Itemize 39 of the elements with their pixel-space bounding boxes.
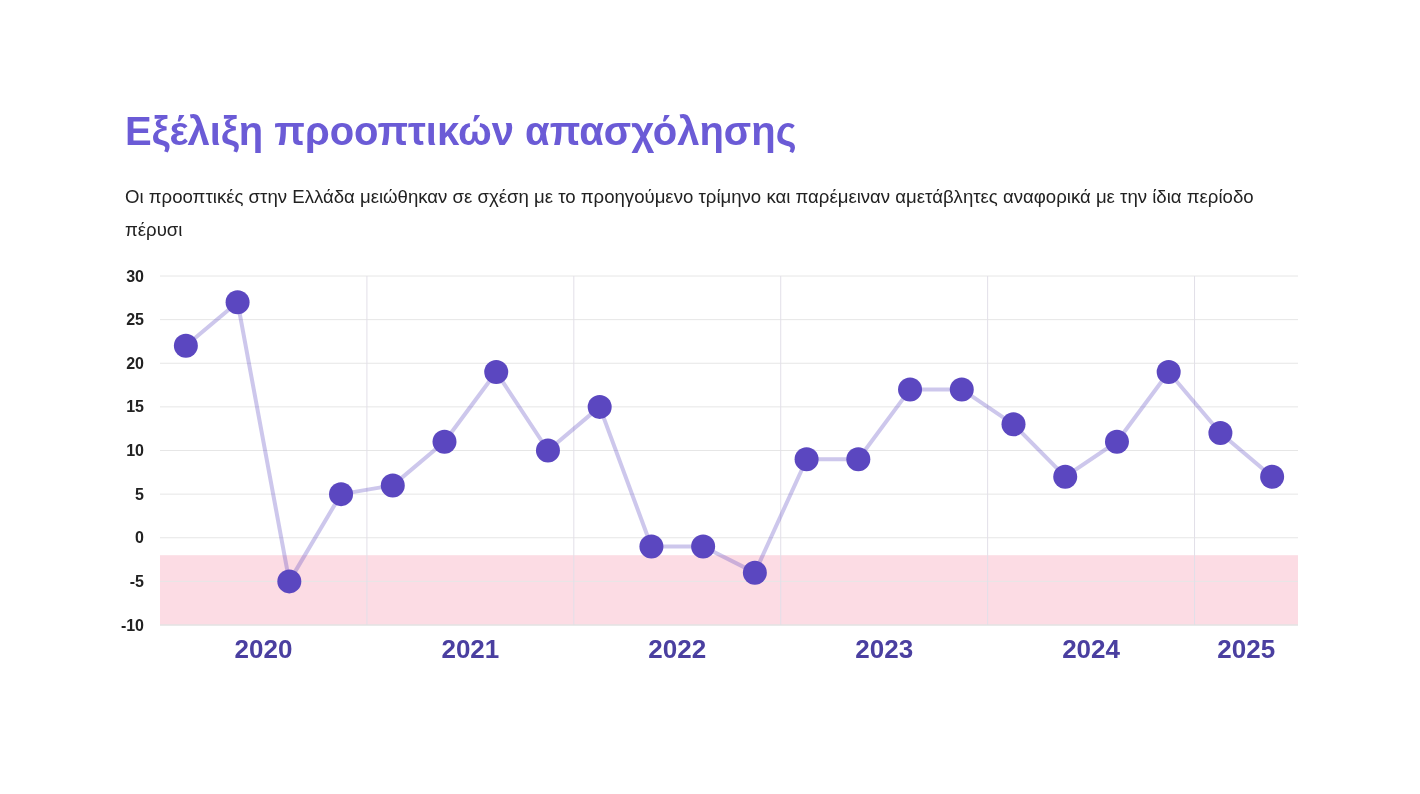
point xyxy=(742,560,767,585)
point xyxy=(432,429,457,454)
y-tick-label: 20 xyxy=(126,354,145,372)
point xyxy=(587,394,612,419)
point xyxy=(329,482,354,507)
y-tick-label: 25 xyxy=(126,311,145,329)
point xyxy=(1260,464,1285,489)
point xyxy=(484,359,509,384)
point xyxy=(225,290,250,315)
point xyxy=(949,377,974,402)
point xyxy=(535,438,560,463)
point xyxy=(277,569,302,594)
chart-title: Εξέλιξη προοπτικών απασχόλησης xyxy=(125,108,798,155)
point xyxy=(691,534,716,559)
point xyxy=(1104,429,1129,454)
point xyxy=(794,447,819,472)
point xyxy=(846,447,871,472)
point xyxy=(173,333,198,358)
point xyxy=(639,534,664,559)
y-tick-label: 5 xyxy=(135,485,145,503)
y-tick-label: 15 xyxy=(126,398,145,416)
x-tick-label: 2023 xyxy=(855,634,914,664)
x-tick-label: 2021 xyxy=(441,634,500,664)
y-tick-label: -10 xyxy=(120,616,145,634)
point xyxy=(380,473,405,498)
x-tick-label: 2020 xyxy=(234,634,293,664)
y-tick-label: 10 xyxy=(126,442,145,460)
x-tick-label: 2025 xyxy=(1217,634,1276,664)
point xyxy=(1001,412,1026,437)
point xyxy=(1208,421,1233,446)
y-tick-label: 30 xyxy=(126,267,145,285)
x-tick-label: 2024 xyxy=(1062,634,1121,664)
y-tick-label: 0 xyxy=(135,529,145,547)
x-tick-label: 2022 xyxy=(648,634,707,664)
chart-subtitle: Οι προοπτικές στην Ελλάδα μειώθηκαν σε σχέση με το προηγούμενο τρίμηνο και παρέμειναν αμετάβλητες αναφορικά με την ίδια περίοδο πέρυσι xyxy=(125,185,1255,242)
point xyxy=(898,377,923,402)
y-tick-label: -5 xyxy=(129,572,145,590)
point xyxy=(1156,359,1181,384)
point xyxy=(1053,464,1078,489)
